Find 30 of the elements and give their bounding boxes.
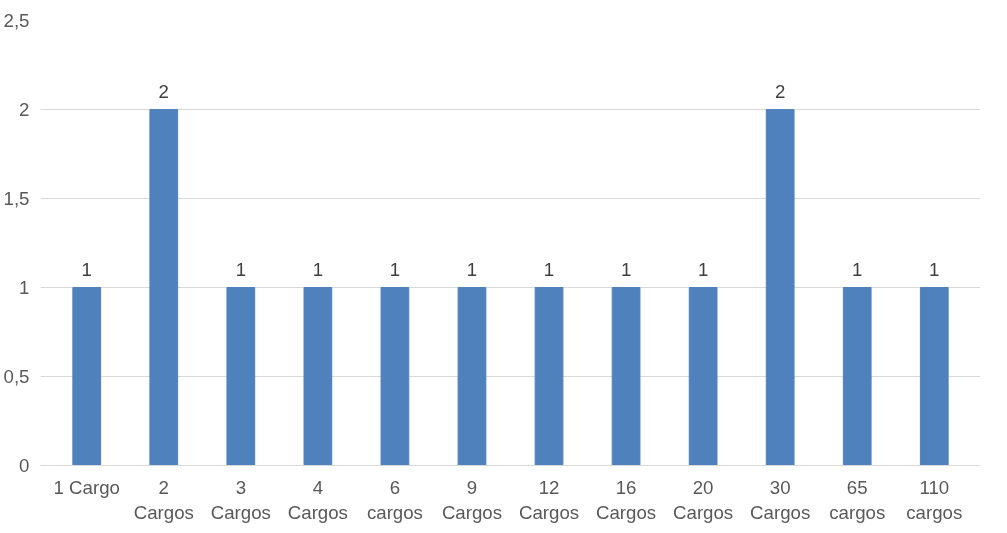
data-label: 1 [929, 258, 940, 280]
data-label: 1 [389, 258, 401, 280]
y-tick-label: 2 [19, 99, 30, 120]
y-tick-label: 1,5 [3, 188, 30, 209]
data-label: 1 [543, 258, 555, 280]
y-tick-label: 0,5 [3, 366, 30, 387]
data-label: 1 [620, 258, 632, 280]
data-label: 2 [158, 80, 169, 102]
x-tick-label: 65 cargos [829, 476, 886, 523]
x-tick-label: 4 Cargos [287, 476, 348, 523]
data-label: 1 [466, 258, 478, 280]
data-label: 1 [697, 258, 709, 280]
x-tick-label: 30 Cargos [750, 476, 811, 523]
data-label: 2 [774, 80, 786, 102]
x-tick-label: 1 Cargo [53, 476, 120, 498]
x-tick-label: 110 cargos [906, 476, 963, 523]
data-label: 1 [235, 258, 247, 280]
x-tick-label: 9 Cargos [441, 476, 503, 523]
y-tick-label: 1 [19, 277, 30, 298]
x-tick-label: 16 Cargos [596, 476, 657, 523]
data-label: 1 [81, 258, 92, 280]
x-tick-label: 12 Cargos [518, 476, 580, 523]
x-tick-label: 2 Cargos [133, 476, 194, 523]
y-tick-label: 2,5 [3, 10, 30, 31]
data-label: 1 [852, 258, 863, 280]
x-tick-label: 20 Cargos [673, 476, 734, 523]
x-tick-label: 3 Cargos [210, 476, 271, 523]
x-tick-label: 6 cargos [366, 476, 423, 523]
data-label: 1 [312, 258, 324, 280]
y-tick-label: 0 [19, 455, 30, 476]
